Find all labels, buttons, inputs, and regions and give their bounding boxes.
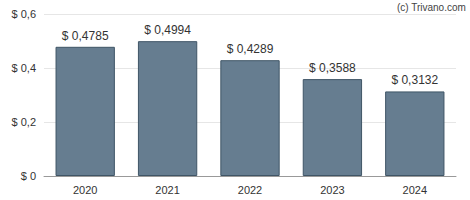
svg-text:$ 0,4289: $ 0,4289 — [227, 42, 274, 56]
svg-text:2023: 2023 — [320, 184, 344, 196]
svg-text:$ 0,6: $ 0,6 — [12, 8, 36, 20]
svg-text:$ 0,4: $ 0,4 — [12, 62, 36, 74]
svg-text:$ 0: $ 0 — [21, 170, 36, 182]
svg-text:2021: 2021 — [155, 184, 179, 196]
svg-text:$ 0,2: $ 0,2 — [12, 116, 36, 128]
svg-text:2022: 2022 — [238, 184, 262, 196]
svg-text:2020: 2020 — [73, 184, 97, 196]
svg-text:(c) Trivano.com: (c) Trivano.com — [397, 2, 466, 13]
svg-text:$ 0,4785: $ 0,4785 — [62, 29, 109, 43]
svg-text:$ 0,3588: $ 0,3588 — [309, 61, 356, 75]
svg-text:2024: 2024 — [403, 184, 427, 196]
svg-text:$ 0,4994: $ 0,4994 — [144, 23, 191, 37]
svg-text:$ 0,3132: $ 0,3132 — [391, 73, 438, 87]
